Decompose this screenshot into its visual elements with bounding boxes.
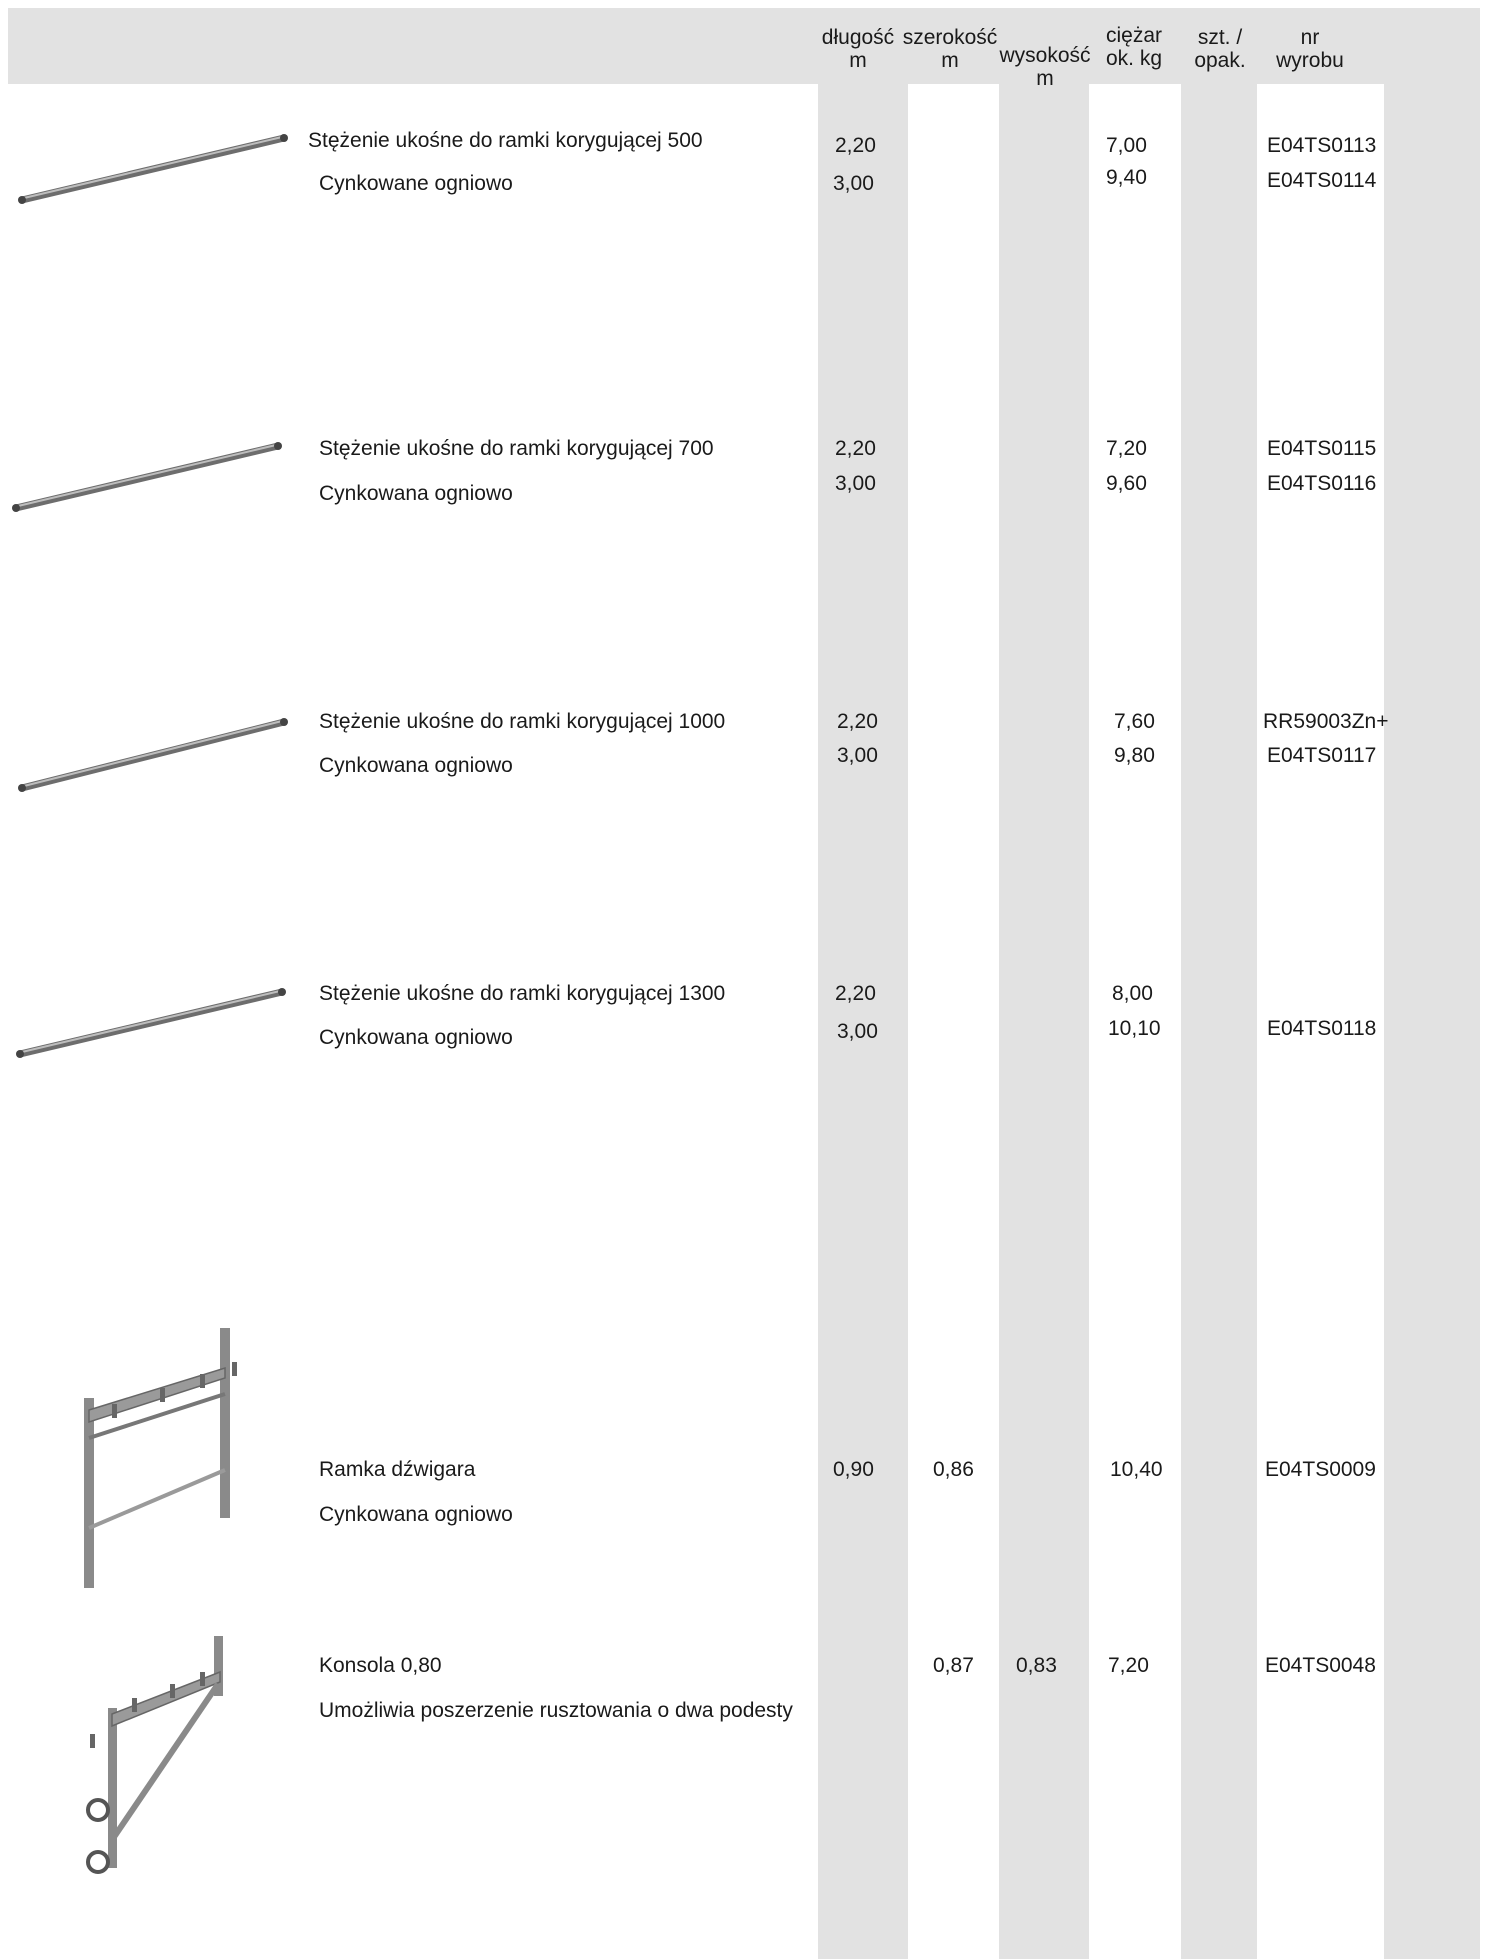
column-stripe-end (1384, 84, 1480, 1959)
weight-value: 7,20 (1108, 1654, 1149, 1677)
girder-frame-icon (84, 1328, 237, 1588)
diagonal-brace-icon (12, 442, 282, 512)
weight-value: 9,40 (1106, 166, 1147, 189)
product-note: Cynkowane ogniowo (319, 172, 513, 195)
product-code: E04TS0118 (1267, 1017, 1377, 1040)
column-header-height-label: wysokość (999, 44, 1091, 67)
weight-value: 10,10 (1108, 1017, 1161, 1040)
width-value: 0,86 (933, 1458, 974, 1481)
product-note: Umożliwia poszerzenie rusztowania o dwa … (319, 1699, 793, 1722)
product-name: Stężenie ukośne do ramki korygującej 500 (308, 129, 703, 152)
length-value: 3,00 (837, 744, 878, 767)
product-code: E04TS0116 (1267, 472, 1377, 495)
product-note: Cynkowana ogniowo (319, 754, 513, 777)
column-stripe-height (999, 84, 1089, 1959)
product-code: E04TS0048 (1265, 1654, 1376, 1677)
product-code: E04TS0009 (1265, 1458, 1376, 1481)
column-header-code-label: nr (1300, 26, 1320, 49)
column-header-pack: szt. / opak. (1170, 26, 1270, 72)
column-header-weight: ciężar ok. kg (1084, 24, 1184, 70)
column-header-code-unit: wyrobu (1276, 49, 1344, 72)
console-bracket-icon (86, 1636, 223, 1874)
product-note: Cynkowana ogniowo (319, 1026, 513, 1049)
column-header-length: długość m (808, 26, 908, 72)
length-value: 3,00 (837, 1020, 878, 1043)
length-value: 2,20 (835, 982, 876, 1005)
column-header-pack-unit: opak. (1194, 49, 1246, 72)
product-name: Stężenie ukośne do ramki korygującej 100… (319, 710, 726, 733)
diagonal-brace-icon (16, 988, 286, 1058)
column-header-width-label: szerokość (902, 26, 998, 49)
length-value: 2,20 (837, 710, 878, 733)
table-header-band (8, 8, 1480, 84)
length-value: 2,20 (835, 134, 876, 157)
column-header-width-unit: m (941, 49, 959, 72)
product-code: E04TS0114 (1267, 169, 1377, 192)
width-value: 0,87 (933, 1654, 974, 1677)
column-header-length-label: długość (821, 26, 895, 49)
column-header-code: nr wyrobu (1260, 26, 1360, 72)
column-header-length-unit: m (849, 49, 867, 72)
product-note: Cynkowana ogniowo (319, 482, 513, 505)
column-header-pack-label: szt. / (1197, 26, 1243, 49)
product-name: Ramka dźwigara (319, 1458, 476, 1481)
column-header-height-unit: m (1036, 67, 1054, 90)
diagonal-brace-icon (18, 134, 288, 204)
column-header-weight-unit: ok. kg (1105, 47, 1163, 70)
height-value: 0,83 (1016, 1654, 1057, 1677)
weight-value: 9,60 (1106, 472, 1147, 495)
diagonal-brace-icon (18, 718, 288, 792)
column-stripe-pack (1181, 84, 1257, 1959)
product-code: E04TS0113 (1267, 134, 1377, 157)
column-header-width: szerokość m (900, 26, 1000, 72)
product-note: Cynkowana ogniowo (319, 1503, 513, 1526)
product-name: Stężenie ukośne do ramki korygującej 130… (319, 982, 726, 1005)
product-code: E04TS0115 (1267, 437, 1377, 460)
weight-value: 10,40 (1110, 1458, 1163, 1481)
weight-value: 7,60 (1114, 710, 1155, 733)
length-value: 0,90 (833, 1458, 874, 1481)
product-code: RR59003Zn+ (1263, 710, 1389, 733)
length-value: 2,20 (835, 437, 876, 460)
weight-value: 9,80 (1114, 744, 1155, 767)
weight-value: 7,00 (1106, 134, 1147, 157)
weight-value: 7,20 (1106, 437, 1147, 460)
length-value: 3,00 (833, 172, 874, 195)
column-stripe-length (818, 84, 908, 1959)
product-name: Stężenie ukośne do ramki korygującej 700 (319, 437, 714, 460)
product-code: E04TS0117 (1267, 744, 1377, 767)
product-name: Konsola 0,80 (319, 1654, 442, 1677)
column-header-weight-label: ciężar (1105, 24, 1163, 47)
length-value: 3,00 (835, 472, 876, 495)
column-header-height: wysokość m (995, 44, 1095, 90)
weight-value: 8,00 (1112, 982, 1153, 1005)
